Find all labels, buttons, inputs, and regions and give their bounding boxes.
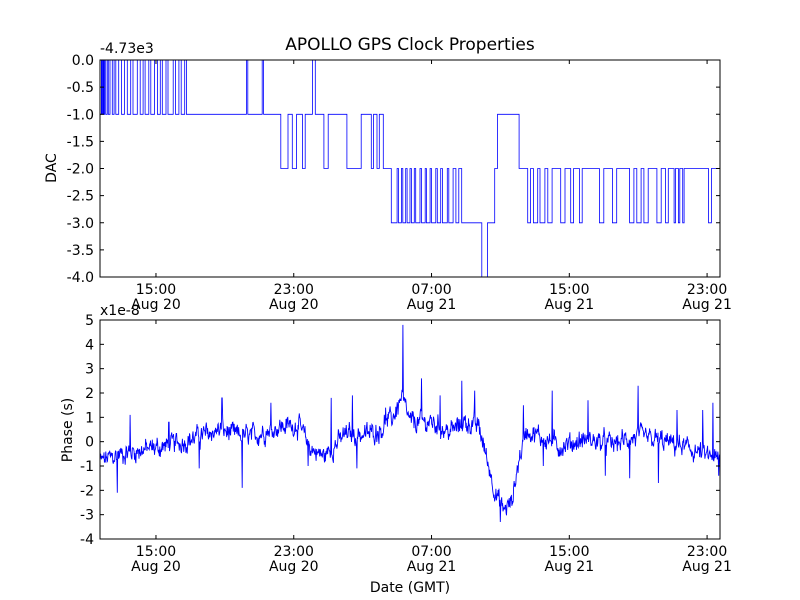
phase-ytick-label: 3	[85, 362, 94, 378]
dac-xtick-label-time: 23:00	[274, 282, 314, 298]
phase-ytick-label: 0	[85, 435, 94, 451]
phase-ytick-label: 2	[85, 386, 94, 402]
phase-ytick-label: -3	[80, 508, 94, 524]
dac-ytick-label: -3.0	[67, 216, 94, 232]
dac-xtick-label-date: Aug 20	[131, 297, 181, 313]
phase-xtick-label-date: Aug 21	[682, 559, 732, 575]
dac-xtick-label-date: Aug 21	[407, 297, 457, 313]
phase-ytick-label: 1	[85, 410, 94, 426]
phase-ytick-label: -2	[80, 483, 94, 499]
dac-ytick-label: -1.0	[67, 107, 94, 123]
dac-xtick-label-date: Aug 21	[682, 297, 732, 313]
phase-series	[100, 324, 720, 523]
dac-ytick-label: -0.5	[67, 80, 94, 96]
phase-offset-text: x1e-8	[100, 303, 140, 319]
dac-ytick-label: -4.0	[67, 270, 94, 286]
phase-series-line	[100, 324, 720, 523]
dac-xtick-label-time: 07:00	[411, 282, 451, 298]
phase-xtick-label-time: 23:00	[274, 544, 314, 560]
dac-series-line	[100, 60, 720, 277]
phase-frame	[99, 319, 721, 540]
dac-ytick-label: -3.5	[67, 243, 94, 259]
phase-xtick-label-time: 07:00	[411, 544, 451, 560]
phase-plot-area	[100, 320, 720, 539]
dac-xtick-label-date: Aug 20	[269, 297, 319, 313]
phase-xtick-label-date: Aug 20	[131, 559, 181, 575]
figure-title: APOLLO GPS Clock Properties	[285, 35, 535, 55]
phase-xtick-label-time: 15:00	[549, 544, 589, 560]
phase-xtick-label-date: Aug 21	[545, 559, 595, 575]
dac-xtick-label-time: 15:00	[549, 282, 589, 298]
dac-xtick-label-date: Aug 21	[545, 297, 595, 313]
x-axis-label: Date (GMT)	[370, 580, 450, 596]
dac-xtick-label-time: 15:00	[136, 282, 176, 298]
phase-xtick-label-time: 15:00	[136, 544, 176, 560]
dac-y-axis-label: DAC	[44, 153, 60, 183]
dac-offset-text: -4.73e3	[100, 41, 154, 57]
phase-ytick-label: 4	[85, 337, 94, 353]
phase-xtick-label-date: Aug 21	[407, 559, 457, 575]
dac-panel: 0.0 -0.5 -1.0 -1.5 -2.0 -2.5 -3.0 -3.5 -4.0 15:00…	[44, 41, 732, 313]
phase-xtick-label-date: Aug 20	[269, 559, 319, 575]
dac-frame	[99, 59, 721, 278]
dac-series	[100, 60, 720, 277]
dac-xtick-label-time: 23:00	[687, 282, 727, 298]
dac-ytick-label: -2.0	[67, 162, 94, 178]
dac-ytick-label: 0.0	[72, 53, 94, 69]
dac-ytick-label: -2.5	[67, 189, 94, 205]
phase-ytick-label: 5	[85, 313, 94, 329]
phase-ytick-label: -4	[80, 532, 94, 548]
phase-y-axis-label: Phase (s)	[60, 398, 76, 462]
dac-ticks: 0.0 -0.5 -1.0 -1.5 -2.0 -2.5 -3.0 -3.5 -4.0 15:00…	[67, 53, 732, 313]
phase-ytick-label: -1	[80, 459, 94, 475]
dac-ytick-label: -1.5	[67, 134, 94, 150]
phase-xtick-label-time: 23:00	[687, 544, 727, 560]
